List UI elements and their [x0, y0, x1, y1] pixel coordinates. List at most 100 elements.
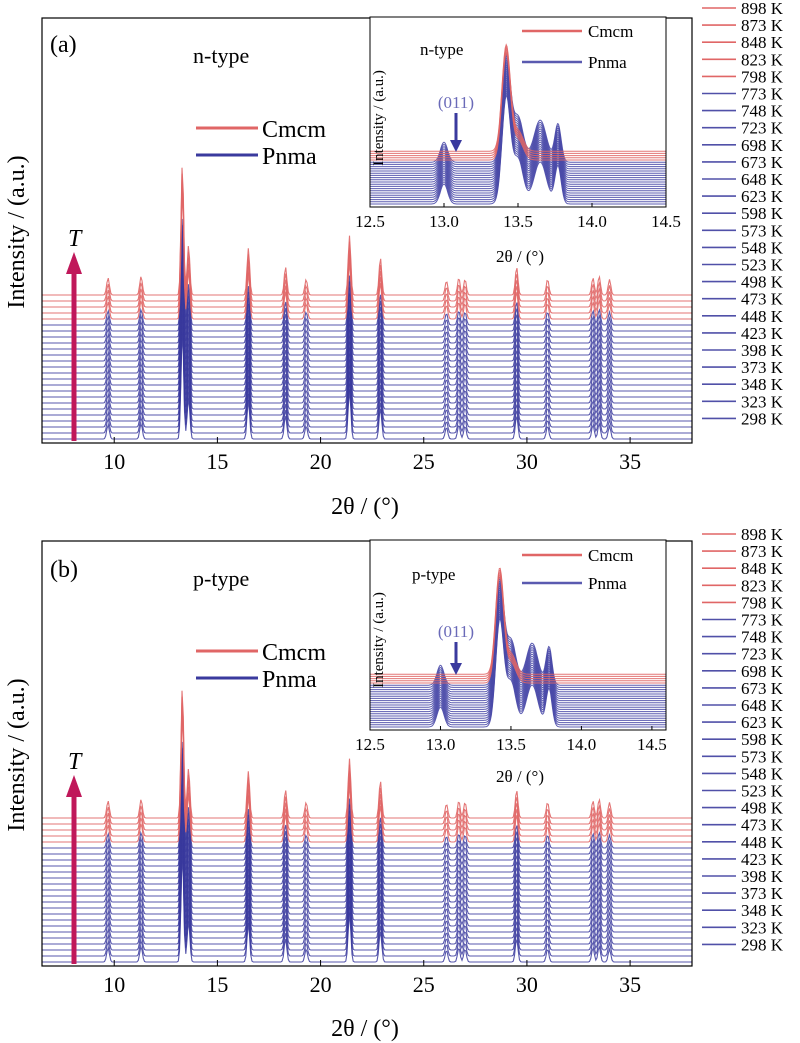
panel-a-trace-873K — [42, 173, 692, 302]
panel-b-trace-323K — [42, 849, 692, 957]
panel-a-inset-trace-523K — [370, 74, 666, 185]
panel-b-inset-x-ticks: 12.5 13.0 13.5 14.0 14.5 — [355, 726, 667, 754]
temperature-legend-label: 898 K — [741, 525, 784, 544]
panel-b-trace-623K — [42, 777, 692, 885]
temperature-legend-label: 773 K — [741, 611, 784, 630]
panel-a-trace-573K — [42, 266, 692, 374]
panel-a-trace-473K — [42, 290, 692, 398]
temperature-legend-label: 898 K — [741, 0, 784, 18]
temperature-legend-label: 298 K — [741, 409, 784, 428]
temperature-legend-label: 323 K — [741, 392, 784, 411]
panel-a-inset-x-axis-label: 2θ / (°) — [496, 247, 544, 266]
panel-b-inset-trace-548K — [370, 595, 666, 706]
panel-b-inset-trace-648K — [370, 586, 666, 697]
x-tick-label: 15 — [206, 972, 228, 997]
panel-a-label: (a) — [50, 32, 77, 58]
panel-b-trace-498K — [42, 807, 692, 915]
panel-a: 10 15 20 25 30 35 (a) n-type Cmcm Pnma T Inte… — [4, 16, 693, 520]
panel-a-trace-398K — [42, 308, 692, 416]
temperature-legend-label: 873 K — [741, 542, 784, 561]
panel-b-label: (b) — [50, 557, 78, 583]
panel-a-inset-material-label: n-type — [420, 40, 463, 59]
temperature-legend-label: 448 K — [741, 307, 784, 326]
temperature-legend-label: 423 K — [741, 850, 784, 869]
panel-a-inset: 12.5 13.0 13.5 14.0 14.5 n-type Intensity / … — [355, 16, 681, 266]
panel-a-inset-trace-323K — [370, 92, 666, 203]
panel-b-temperature-arrow — [66, 775, 82, 964]
panel-b-inset-trace-573K — [370, 593, 666, 704]
panel-a-inset-trace-748K — [370, 54, 666, 165]
temperature-legend-label: 548 K — [741, 764, 784, 783]
panel-b-inset-trace-373K — [370, 610, 666, 721]
temperature-legend-label: 648 K — [741, 696, 784, 715]
panel-b-inset-x-axis-label: 2θ / (°) — [496, 767, 544, 786]
panel-a-inset-trace-673K — [370, 61, 666, 172]
panel-a-legend-cmcm: Cmcm — [262, 117, 326, 143]
panel-a-traces — [42, 167, 692, 440]
panel-a-trace-448K — [42, 296, 692, 404]
panel-a-trace-623K — [42, 254, 692, 362]
panel-b-inset-trace-323K — [370, 615, 666, 726]
inset-x-tick-label: 13.5 — [496, 735, 526, 754]
temperature-legend-label: 673 K — [741, 153, 784, 172]
x-tick-label: 20 — [310, 972, 332, 997]
panel-a-inset-x-ticks: 12.5 13.0 13.5 14.0 14.5 — [355, 203, 681, 231]
panel-b-trace-673K — [42, 765, 692, 873]
panel-b-inset-trace-473K — [370, 602, 666, 713]
panel-b-trace-398K — [42, 831, 692, 939]
panel-b-trace-648K — [42, 771, 692, 879]
inset-x-tick-label: 12.5 — [355, 735, 385, 754]
panel-a-trace-348K — [42, 320, 692, 428]
panel-a-inset-trace-473K — [370, 79, 666, 190]
temperature-legend-label: 848 K — [741, 559, 784, 578]
inset-x-tick-label: 12.5 — [355, 212, 385, 231]
panel-b-trace-523K — [42, 801, 692, 909]
temperature-legend-label: 498 K — [741, 273, 784, 292]
temperature-legend-label: 873 K — [741, 16, 784, 35]
temperature-legend-label: 373 K — [741, 358, 784, 377]
panel-b-inset-trace-348K — [370, 613, 666, 724]
panel-a-temperature-arrow — [66, 252, 82, 441]
temperature-legend-label: 748 K — [741, 102, 784, 121]
temperature-legend-label: 373 K — [741, 884, 784, 903]
panel-b-trace-548K — [42, 795, 692, 903]
panel-a-frame — [41, 17, 693, 444]
panel-a-trace-798K — [42, 191, 692, 320]
panel-b-trace-823K — [42, 708, 692, 837]
panel-a-trace-898K — [42, 167, 692, 296]
panel-b-inset-trace-898K — [370, 567, 666, 675]
panel-a-trace-498K — [42, 284, 692, 392]
temperature-legend-label: 823 K — [741, 576, 784, 595]
panel-b-trace-723K — [42, 753, 692, 861]
inset-x-tick-label: 14.5 — [651, 212, 681, 231]
panel-a-inset-trace-398K — [370, 85, 666, 196]
x-tick-label: 35 — [619, 449, 641, 474]
temperature-legend-label: 698 K — [741, 662, 784, 681]
temperature-legend-label: 723 K — [741, 645, 784, 664]
panel-b-inset-trace-298K — [370, 617, 666, 728]
panel-b-frame — [41, 540, 693, 967]
panel-b-trace-773K — [42, 741, 692, 849]
panel-b-inset-trace-523K — [370, 597, 666, 708]
temperature-legend-label: 448 K — [741, 833, 784, 852]
inset-x-tick-label: 13.0 — [429, 212, 459, 231]
panel-a-material-label: n-type — [193, 43, 249, 68]
temperature-legend-label: 473 K — [741, 290, 784, 309]
panel-b-inset-trace-798K — [370, 576, 666, 684]
panel-b: 10 15 20 25 30 35 (b) p-type Cmcm Pnma T Inte… — [4, 539, 693, 1042]
panel-a-inset-trace-723K — [370, 57, 666, 168]
panel-a-trace-648K — [42, 248, 692, 356]
panel-b-inset-trace-823K — [370, 574, 666, 682]
panel-a-inset-trace-348K — [370, 90, 666, 201]
temperature-legend-label: 773 K — [741, 85, 784, 104]
panel-a-inset-trace-498K — [370, 76, 666, 187]
temperature-legend-label: 598 K — [741, 204, 784, 223]
x-tick-label: 25 — [413, 449, 435, 474]
x-tick-label: 20 — [310, 449, 332, 474]
temperature-legend-label: 348 K — [741, 901, 784, 920]
panel-b-trace-423K — [42, 825, 692, 933]
panel-b-inset-annotation-011: (011) — [438, 622, 474, 641]
panel-b-inset-legend-cmcm: Cmcm — [588, 546, 633, 565]
